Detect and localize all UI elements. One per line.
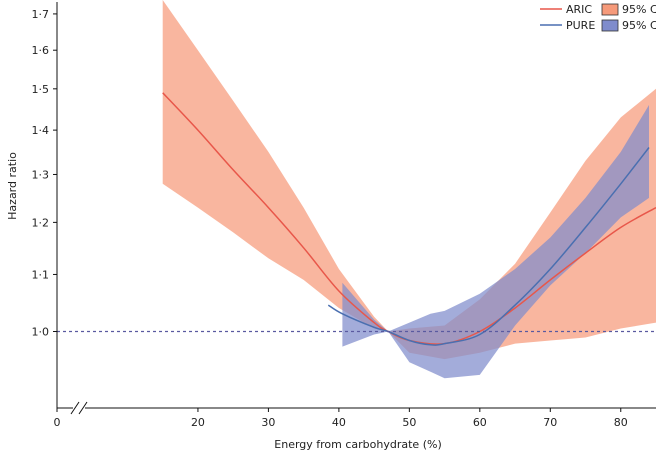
pure-ci-legend-label: 95% CI bbox=[622, 19, 656, 32]
confidence-bands bbox=[162, 0, 656, 379]
x-tick-label: 30 bbox=[261, 416, 275, 429]
y-tick-label: 1·3 bbox=[32, 168, 50, 181]
x-tick-label: 40 bbox=[332, 416, 346, 429]
pure-line bbox=[327, 147, 650, 346]
y-tick-label: 1·4 bbox=[32, 124, 50, 137]
y-tick-label: 1·0 bbox=[32, 325, 50, 338]
x-axis-title: Energy from carbohydrate (%) bbox=[274, 438, 441, 451]
y-tick-label: 1·7 bbox=[32, 8, 50, 21]
pure-ci-legend-swatch bbox=[601, 19, 619, 32]
y-tick-label: 1·1 bbox=[32, 268, 50, 281]
axis-break-mark bbox=[70, 401, 80, 415]
axis-ticks: 0 20 30 40 50 60 70 80 1·0 1·1 1·2 1·3 1·4 1·5 1·6 1·7 bbox=[32, 8, 628, 429]
y-axis-title: Hazard ratio bbox=[6, 152, 19, 220]
x-tick-label: 50 bbox=[402, 416, 416, 429]
x-tick-label: 70 bbox=[543, 416, 557, 429]
legend: ARIC 95% CI PURE 95% CI bbox=[540, 3, 656, 32]
pure-legend-label: PURE bbox=[566, 19, 595, 32]
axis-break-mark bbox=[78, 401, 88, 415]
aric-ci-legend-label: 95% CI bbox=[622, 3, 656, 16]
x-tick-label: 60 bbox=[473, 416, 487, 429]
x-tick-label: 0 bbox=[54, 416, 61, 429]
x-tick-label: 20 bbox=[191, 416, 205, 429]
aric-ci-legend-swatch bbox=[601, 3, 619, 16]
y-tick-label: 1·6 bbox=[32, 44, 50, 57]
axes bbox=[56, 2, 656, 415]
y-tick-label: 1·2 bbox=[32, 216, 50, 229]
y-tick-label: 1·5 bbox=[32, 83, 50, 96]
series-lines bbox=[162, 92, 656, 346]
x-tick-label: 80 bbox=[614, 416, 628, 429]
aric-legend-label: ARIC bbox=[566, 3, 592, 16]
aric-ci-band bbox=[162, 0, 656, 360]
